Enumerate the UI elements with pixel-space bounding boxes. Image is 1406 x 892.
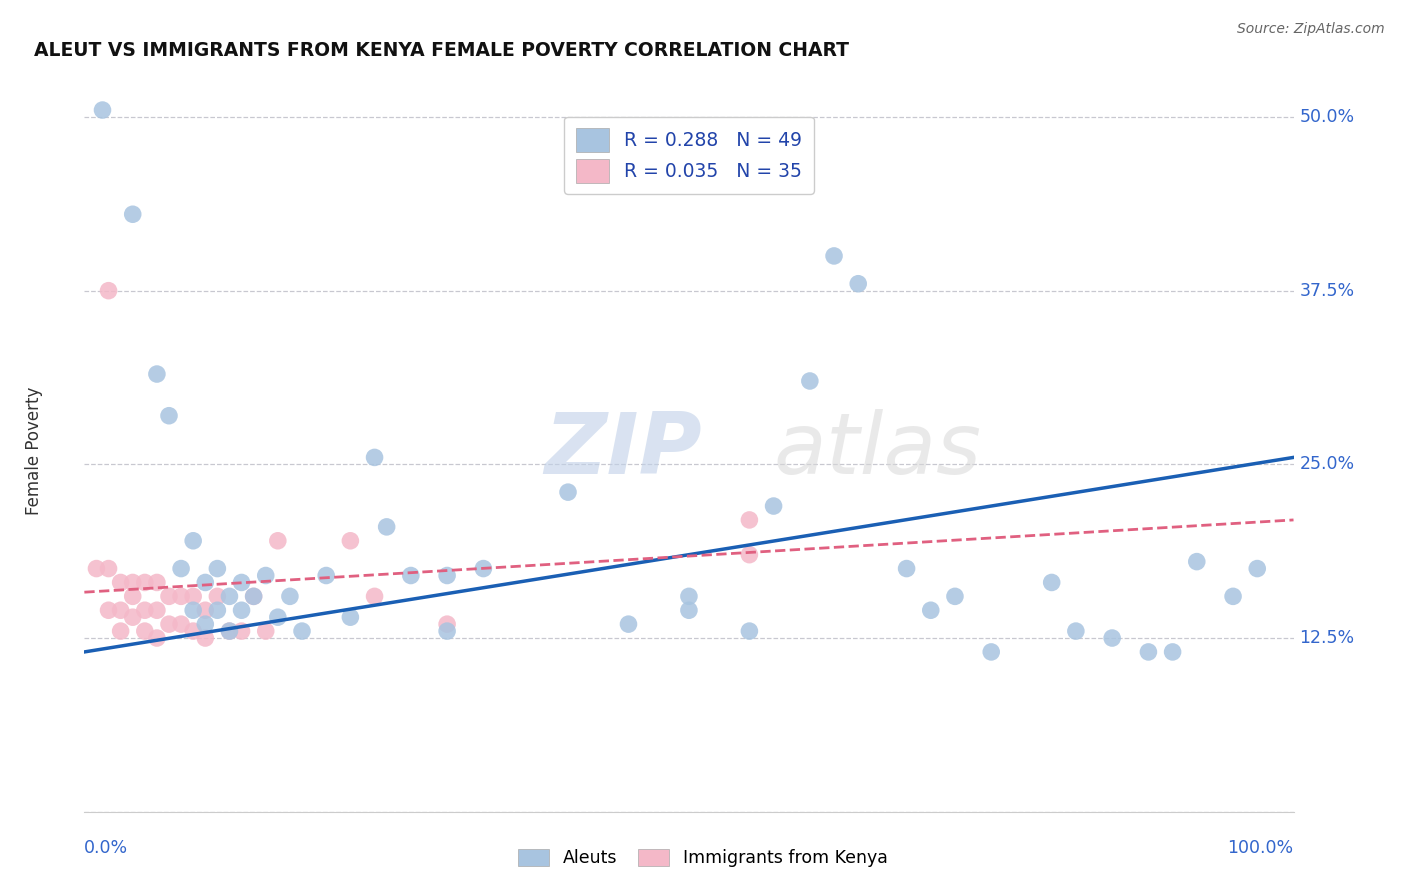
Point xyxy=(181,533,204,548)
Point xyxy=(762,499,785,513)
Point xyxy=(146,603,169,617)
Point xyxy=(231,624,253,639)
Point xyxy=(799,374,821,388)
Point xyxy=(617,617,640,632)
Point xyxy=(134,624,156,639)
Point xyxy=(157,409,180,423)
Point xyxy=(157,617,180,632)
Point xyxy=(738,624,761,639)
Point xyxy=(121,590,143,604)
Text: Source: ZipAtlas.com: Source: ZipAtlas.com xyxy=(1237,22,1385,37)
Point xyxy=(436,568,458,582)
Point xyxy=(557,485,579,500)
Point xyxy=(254,624,277,639)
Point xyxy=(194,617,217,632)
Point xyxy=(134,603,156,617)
Point xyxy=(1137,645,1160,659)
Text: 100.0%: 100.0% xyxy=(1227,839,1294,857)
Point xyxy=(823,249,845,263)
Point xyxy=(291,624,314,639)
Point xyxy=(97,561,120,575)
Point xyxy=(207,561,229,575)
Point xyxy=(363,450,385,465)
Point xyxy=(97,603,120,617)
Point xyxy=(121,575,143,590)
Point xyxy=(375,520,398,534)
Point xyxy=(170,561,193,575)
Point xyxy=(339,610,361,624)
Text: 37.5%: 37.5% xyxy=(1299,282,1355,300)
Point xyxy=(1101,631,1123,645)
Text: ZIP: ZIP xyxy=(544,409,702,492)
Point xyxy=(896,561,918,575)
Point xyxy=(121,207,143,221)
Point xyxy=(207,603,229,617)
Point xyxy=(278,590,301,604)
Point xyxy=(170,617,193,632)
Point xyxy=(194,575,217,590)
Point xyxy=(1161,645,1184,659)
Text: Female Poverty: Female Poverty xyxy=(24,386,42,515)
Point xyxy=(181,603,204,617)
Point xyxy=(436,624,458,639)
Point xyxy=(181,624,204,639)
Point xyxy=(170,590,193,604)
Point xyxy=(363,590,385,604)
Point xyxy=(181,590,204,604)
Point xyxy=(231,575,253,590)
Point xyxy=(1246,561,1268,575)
Point xyxy=(218,624,240,639)
Point xyxy=(1222,590,1244,604)
Text: 0.0%: 0.0% xyxy=(84,839,128,857)
Point xyxy=(194,631,217,645)
Point xyxy=(399,568,422,582)
Point xyxy=(678,590,700,604)
Point xyxy=(242,590,264,604)
Legend: R = 0.288   N = 49, R = 0.035   N = 35: R = 0.288 N = 49, R = 0.035 N = 35 xyxy=(564,117,814,194)
Point xyxy=(678,603,700,617)
Point xyxy=(146,575,169,590)
Point xyxy=(315,568,337,582)
Point xyxy=(738,548,761,562)
Point xyxy=(110,603,132,617)
Point xyxy=(1185,555,1208,569)
Point xyxy=(91,103,114,117)
Point xyxy=(110,624,132,639)
Point xyxy=(920,603,942,617)
Point xyxy=(86,561,108,575)
Point xyxy=(146,367,169,381)
Point xyxy=(254,568,277,582)
Point xyxy=(207,590,229,604)
Point xyxy=(1064,624,1087,639)
Point xyxy=(218,590,240,604)
Point xyxy=(134,575,156,590)
Point xyxy=(943,590,966,604)
Point xyxy=(110,575,132,590)
Point xyxy=(738,513,761,527)
Text: atlas: atlas xyxy=(773,409,981,492)
Point xyxy=(1040,575,1063,590)
Point xyxy=(846,277,869,291)
Point xyxy=(157,590,180,604)
Point xyxy=(267,610,290,624)
Point xyxy=(267,533,290,548)
Point xyxy=(121,610,143,624)
Point xyxy=(218,624,240,639)
Point xyxy=(339,533,361,548)
Point xyxy=(146,631,169,645)
Point xyxy=(231,603,253,617)
Text: ALEUT VS IMMIGRANTS FROM KENYA FEMALE POVERTY CORRELATION CHART: ALEUT VS IMMIGRANTS FROM KENYA FEMALE PO… xyxy=(34,41,849,61)
Point xyxy=(194,603,217,617)
Point xyxy=(436,617,458,632)
Point xyxy=(980,645,1002,659)
Text: 12.5%: 12.5% xyxy=(1299,629,1355,647)
Point xyxy=(242,590,264,604)
Text: 25.0%: 25.0% xyxy=(1299,455,1355,474)
Text: 50.0%: 50.0% xyxy=(1299,108,1355,126)
Point xyxy=(97,284,120,298)
Point xyxy=(472,561,495,575)
Legend: Aleuts, Immigrants from Kenya: Aleuts, Immigrants from Kenya xyxy=(510,842,896,874)
